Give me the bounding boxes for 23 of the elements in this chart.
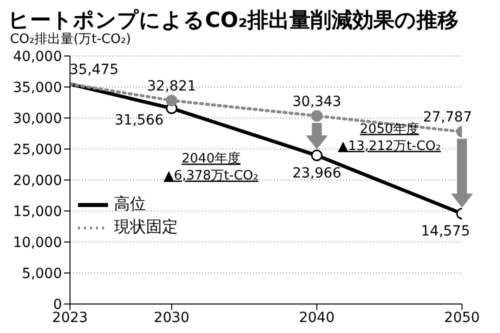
y-tick-label: 20,000 — [13, 172, 62, 189]
y-tick-label: 30,000 — [13, 110, 62, 127]
y-tick-label: 10,000 — [13, 234, 62, 251]
data-label: 30,343 — [292, 94, 342, 110]
y-tick-label: 35,000 — [13, 80, 62, 96]
x-tick-label: 2030 — [154, 310, 190, 326]
annotation: 2040年度 ▲6,378万t-CO₂ — [164, 150, 258, 184]
data-label: 31,566 — [114, 112, 164, 128]
x-tick-label: 2050 — [444, 310, 480, 326]
y-tick-label: 5,000 — [22, 266, 62, 282]
data-label: 14,575 — [421, 224, 470, 240]
point — [166, 94, 178, 106]
legend-label: 現状固定 — [114, 217, 178, 238]
data-label: 32,821 — [147, 78, 196, 95]
x-tick-label: 2040 — [298, 310, 335, 326]
data-label: 35,475 — [70, 62, 118, 78]
data-label: 23,966 — [292, 165, 342, 182]
y-tick-label: 15,000 — [13, 204, 62, 220]
legend-label: 高位 — [114, 194, 146, 216]
chart-title: ヒートポンプによるCO₂排出量削減効果の推移 — [8, 8, 460, 32]
y-axis-title: CO₂排出量(万t-CO₂) — [10, 32, 132, 48]
y-tick-label: 25,000 — [13, 142, 62, 158]
y-tick-label: 40,000 — [13, 48, 62, 65]
